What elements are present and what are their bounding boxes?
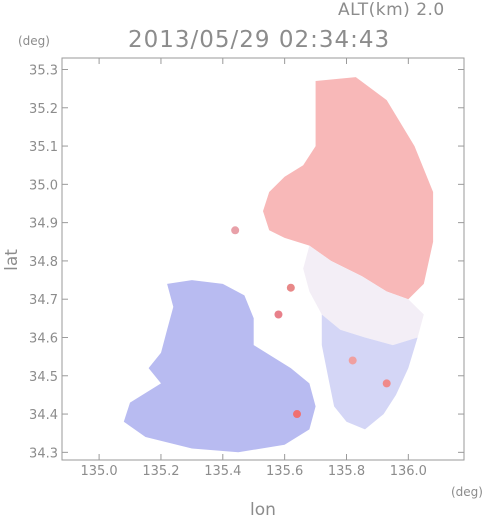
y-axis-ticks: 34.3 34.4 34.5 34.6 34.7 34.8 34.9 35.0 35.1 35.2…: [29, 63, 464, 461]
spot-1: [382, 379, 391, 388]
y-tick-label: 35.2: [29, 102, 58, 117]
chart-title: 2013/05/29 02:34:43: [128, 27, 391, 53]
x-axis-unit: (deg): [451, 485, 483, 499]
y-tick-label: 34.5: [29, 370, 58, 385]
y-tick-label: 35.3: [29, 63, 58, 78]
y-tick-label: 35.0: [29, 178, 58, 193]
velocity-spots: [231, 226, 391, 419]
x-tick-label: 135.6: [266, 464, 303, 479]
x-tick-label: 135.4: [204, 464, 241, 479]
y-tick-label: 34.8: [29, 255, 58, 270]
y-tick-label: 34.6: [29, 331, 58, 346]
region-positive: [263, 77, 434, 300]
altitude-label: ALT(km) 2.0: [338, 0, 445, 20]
y-tick-label: 34.3: [29, 446, 58, 461]
x-tick-label: 135.0: [80, 464, 117, 479]
y-tick-label: 34.4: [29, 408, 58, 423]
spot-5: [231, 226, 240, 235]
region-neutral: [303, 245, 424, 346]
plot-frame: [61, 57, 465, 461]
region-negative-west: [123, 280, 316, 453]
velocity-regions: [123, 77, 434, 453]
region-negative-east: [321, 314, 418, 430]
spot-0: [293, 410, 302, 419]
x-tick-label: 136.0: [390, 464, 427, 479]
y-tick-label: 34.7: [29, 293, 58, 308]
x-axis-ticks: 135.0 135.2 135.4 135.6 135.8 136.0: [80, 58, 427, 479]
y-tick-label: 34.9: [29, 217, 58, 232]
y-axis-unit: (deg): [18, 34, 50, 48]
x-tick-label: 135.2: [142, 464, 179, 479]
spot-2: [348, 356, 357, 365]
x-axis-label: lon: [250, 500, 276, 520]
spot-3: [274, 310, 283, 319]
y-tick-label: 35.1: [29, 140, 58, 155]
x-tick-label: 135.8: [328, 464, 365, 479]
spot-4: [286, 283, 295, 292]
